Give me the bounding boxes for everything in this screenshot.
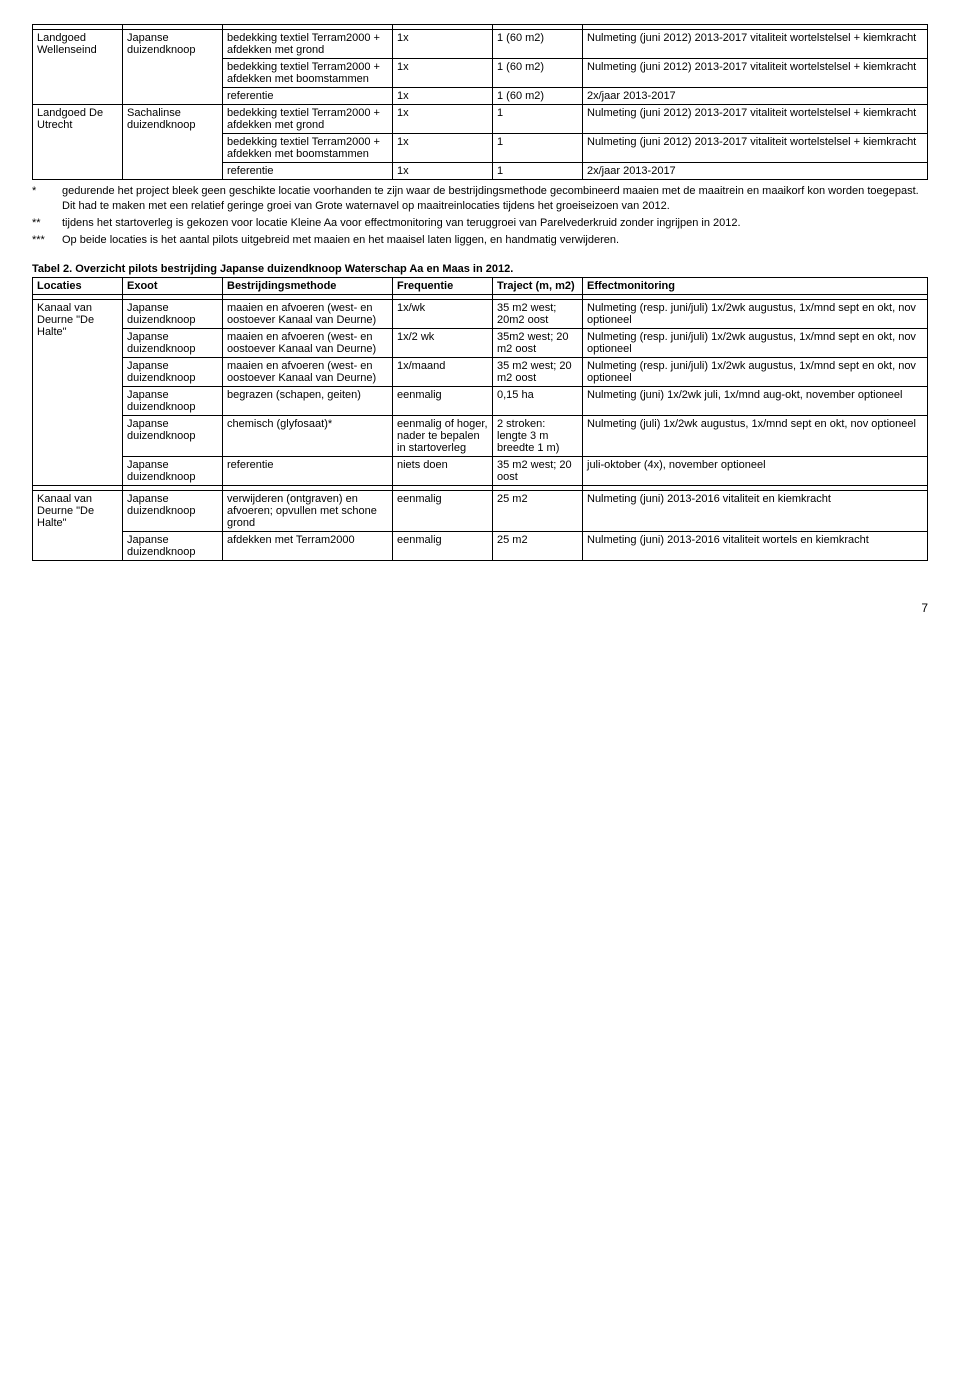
table-cell-method: maaien en afvoeren (west- en oostoever K… [223, 300, 393, 329]
table-cell-method: maaien en afvoeren (west- en oostoever K… [223, 329, 393, 358]
table-cell-effect: juli-oktober (4x), november optioneel [583, 457, 928, 486]
table-cell-method: referentie [223, 88, 393, 105]
footnote-text: tijdens het startoverleg is gekozen voor… [62, 216, 741, 231]
footnotes: *gedurende het project bleek geen geschi… [32, 184, 928, 247]
table-cell-method: bedekking textiel Terram2000 + afdekken … [223, 30, 393, 59]
table-cell-freq: 1x/wk [393, 300, 493, 329]
table-cell-effect: Nulmeting (juni 2012) 2013-2017 vitalite… [583, 134, 928, 163]
table2-title: Tabel 2. Overzicht pilots bestrijding Ja… [32, 263, 928, 275]
footnote-marker: ** [32, 216, 62, 231]
table-cell-freq: eenmalig [393, 532, 493, 561]
table-cell-freq: niets doen [393, 457, 493, 486]
table-cell-method: referentie [223, 163, 393, 180]
table-cell-exoot: Japanse duizendknoop [123, 387, 223, 416]
table-cell-method: bedekking textiel Terram2000 + afdekken … [223, 134, 393, 163]
table-cell-exoot: Japanse duizendknoop [123, 358, 223, 387]
table-cell-exoot: Japanse duizendknoop [123, 416, 223, 457]
footnote-text: Op beide locaties is het aantal pilots u… [62, 233, 619, 248]
page-number: 7 [32, 601, 928, 615]
table-cell-freq: eenmalig of hoger, nader te bepalen in s… [393, 416, 493, 457]
footnote-marker: *** [32, 233, 62, 248]
table-cell-exoot: Japanse duizendknoop [123, 457, 223, 486]
table-cell-traject: 1 [493, 163, 583, 180]
table-cell-freq: 1x [393, 105, 493, 134]
table-header: Traject (m, m2) [493, 278, 583, 295]
table-cell-location: Landgoed De Utrecht [33, 105, 123, 180]
table-cell-freq: 1x [393, 163, 493, 180]
table-cell-exoot: Japanse duizendknoop [123, 30, 223, 105]
table-cell-traject: 35 m2 west; 20 m2 oost [493, 358, 583, 387]
table-cell-method: begrazen (schapen, geiten) [223, 387, 393, 416]
table-cell-freq: 1x [393, 88, 493, 105]
table-cell-method: bedekking textiel Terram2000 + afdekken … [223, 59, 393, 88]
table-cell-traject: 25 m2 [493, 491, 583, 532]
table-cell-traject: 1 (60 m2) [493, 88, 583, 105]
table-header: Exoot [123, 278, 223, 295]
pilots-table-2: LocatiesExootBestrijdingsmethodeFrequent… [32, 277, 928, 561]
table-cell-traject: 0,15 ha [493, 387, 583, 416]
table-cell-effect: 2x/jaar 2013-2017 [583, 163, 928, 180]
table-cell-freq: 1x/maand [393, 358, 493, 387]
table-cell-method: verwijderen (ontgraven) en afvoeren; opv… [223, 491, 393, 532]
table-cell-effect: Nulmeting (resp. juni/juli) 1x/2wk augus… [583, 300, 928, 329]
table-cell-traject: 35 m2 west; 20m2 oost [493, 300, 583, 329]
pilots-table-1: Landgoed WellenseindJapanse duizendknoop… [32, 24, 928, 180]
table-cell-method: maaien en afvoeren (west- en oostoever K… [223, 358, 393, 387]
table-cell-freq: 1x [393, 134, 493, 163]
table-cell-traject: 35 m2 west; 20 oost [493, 457, 583, 486]
table-cell-effect: Nulmeting (juni 2012) 2013-2017 vitalite… [583, 105, 928, 134]
table-cell-exoot: Japanse duizendknoop [123, 491, 223, 532]
table-cell-effect: Nulmeting (juni) 2013-2016 vitaliteit en… [583, 491, 928, 532]
table-header: Frequentie [393, 278, 493, 295]
table-cell-method: bedekking textiel Terram2000 + afdekken … [223, 105, 393, 134]
table-cell-location: Kanaal van Deurne "De Halte" [33, 300, 123, 486]
table-cell-effect: Nulmeting (juli) 1x/2wk augustus, 1x/mnd… [583, 416, 928, 457]
footnote-row: **tijdens het startoverleg is gekozen vo… [32, 216, 928, 231]
footnote-row: ***Op beide locaties is het aantal pilot… [32, 233, 928, 248]
table-cell-method: afdekken met Terram2000 [223, 532, 393, 561]
table-cell-traject: 1 [493, 105, 583, 134]
footnote-row: *gedurende het project bleek geen geschi… [32, 184, 928, 214]
table-cell-effect: Nulmeting (juni 2012) 2013-2017 vitalite… [583, 30, 928, 59]
footnote-text: gedurende het project bleek geen geschik… [62, 184, 928, 214]
table-cell-traject: 2 stroken: lengte 3 m breedte 1 m) [493, 416, 583, 457]
table-cell-effect: 2x/jaar 2013-2017 [583, 88, 928, 105]
table-cell-traject: 1 (60 m2) [493, 30, 583, 59]
table-cell-traject: 1 [493, 134, 583, 163]
table-cell-freq: 1x/2 wk [393, 329, 493, 358]
table-cell-location: Landgoed Wellenseind [33, 30, 123, 105]
table-cell-exoot: Japanse duizendknoop [123, 532, 223, 561]
table-header: Locaties [33, 278, 123, 295]
table-cell-effect: Nulmeting (juni) 2013-2016 vitaliteit wo… [583, 532, 928, 561]
table-cell-exoot: Sachalinse duizendknoop [123, 105, 223, 180]
table-cell-method: chemisch (glyfosaat)* [223, 416, 393, 457]
footnote-marker: * [32, 184, 62, 214]
table-cell-traject: 1 (60 m2) [493, 59, 583, 88]
table-cell-effect: Nulmeting (resp. juni/juli) 1x/2wk augus… [583, 329, 928, 358]
table-cell-freq: eenmalig [393, 491, 493, 532]
table-cell-effect: Nulmeting (resp. juni/juli) 1x/2wk augus… [583, 358, 928, 387]
table-cell-exoot: Japanse duizendknoop [123, 300, 223, 329]
table-cell-location: Kanaal van Deurne "De Halte" [33, 491, 123, 561]
table-cell-method: referentie [223, 457, 393, 486]
table-cell-freq: 1x [393, 30, 493, 59]
table-cell-freq: eenmalig [393, 387, 493, 416]
table-header: Effectmonitoring [583, 278, 928, 295]
table-cell-freq: 1x [393, 59, 493, 88]
table-cell-traject: 35m2 west; 20 m2 oost [493, 329, 583, 358]
table-cell-effect: Nulmeting (juni 2012) 2013-2017 vitalite… [583, 59, 928, 88]
table-cell-exoot: Japanse duizendknoop [123, 329, 223, 358]
table-cell-traject: 25 m2 [493, 532, 583, 561]
table-header: Bestrijdingsmethode [223, 278, 393, 295]
table-cell-effect: Nulmeting (juni) 1x/2wk juli, 1x/mnd aug… [583, 387, 928, 416]
